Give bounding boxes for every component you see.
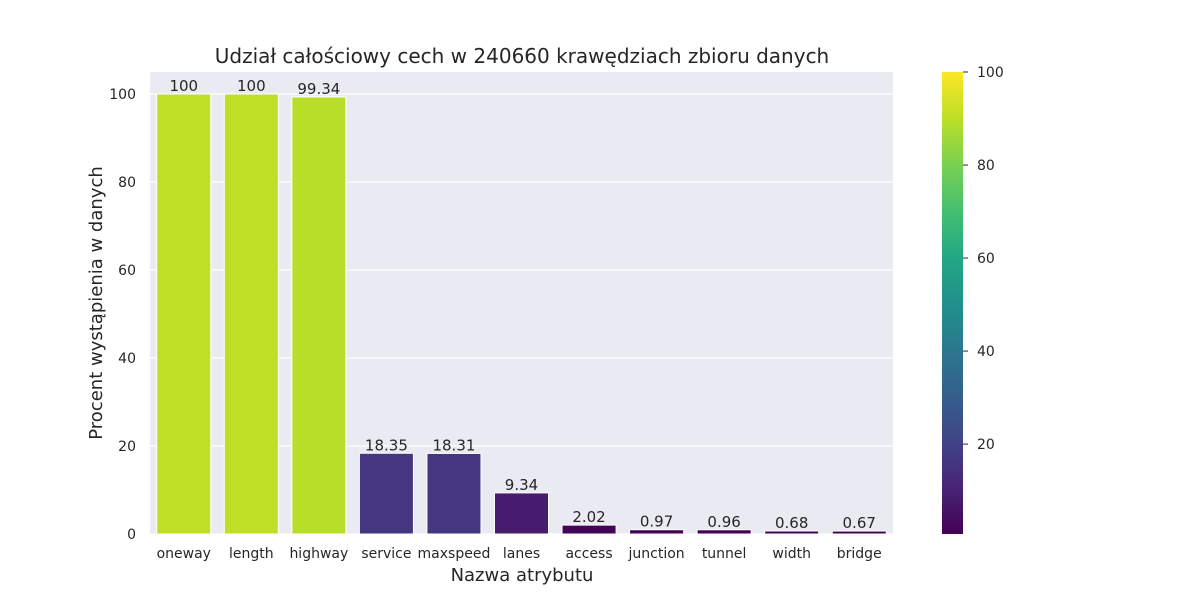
y-tick-label: 100 (109, 87, 136, 103)
colorbar-tick-label: 100 (977, 65, 1004, 81)
colorbar-tick-label: 20 (977, 437, 995, 453)
x-tick-label: maxspeed (418, 546, 491, 562)
y-tick-label: 20 (118, 439, 136, 455)
bar-value-label: 2.02 (572, 508, 605, 526)
y-tick-label: 60 (118, 263, 136, 279)
y-tick-labels: 0 20 40 60 80 100 (109, 87, 136, 543)
bar-value-label: 99.34 (297, 80, 340, 98)
bar-value-label: 0.67 (843, 514, 876, 532)
x-tick-label: bridge (837, 546, 882, 562)
y-tick-label: 0 (127, 527, 136, 543)
x-tick-label: width (772, 546, 811, 562)
colorbar (942, 72, 963, 534)
bar-value-label: 18.35 (365, 436, 408, 454)
bar-access (561, 524, 617, 535)
y-tick-label: 40 (118, 351, 136, 367)
bar-value-label: 0.68 (775, 514, 808, 532)
x-tick-label: service (361, 546, 411, 562)
bar-lanes (493, 492, 550, 535)
y-axis-title: Procent wystąpienia w danych (86, 166, 107, 439)
x-tick-label: junction (628, 546, 685, 562)
bar-tunnel (696, 529, 752, 535)
bar-bridge (831, 530, 887, 535)
colorbar-tick-label: 40 (977, 344, 995, 360)
x-tick-label: length (229, 546, 274, 562)
bar-junction (629, 529, 685, 535)
x-tick-label: lanes (503, 546, 540, 562)
bar-highway (291, 96, 347, 535)
bar-value-label: 0.96 (707, 513, 740, 531)
x-tick-labels: oneway length highway service maxspeed lanes a… (157, 546, 882, 562)
bar-value-labels: 100 100 99.34 18.35 18.31 9.34 2.02 0.97 0.96 0.6… (169, 77, 875, 532)
colorbar-tick-label: 80 (977, 158, 995, 174)
bar-service (358, 452, 414, 535)
bar-width (764, 530, 820, 535)
x-tick-label: oneway (157, 546, 211, 562)
bar-length (223, 93, 279, 535)
bar-value-label: 0.97 (640, 513, 673, 531)
x-axis-title: Nazwa atrybutu (451, 565, 594, 586)
y-tick-label: 80 (118, 175, 136, 191)
x-tick-label: highway (289, 546, 348, 562)
bar-value-label: 9.34 (505, 476, 538, 494)
bar-maxspeed (426, 452, 482, 535)
colorbar-ticks: 20 40 60 80 100 (963, 65, 1004, 453)
x-tick-label: access (565, 546, 612, 562)
bar-oneway (156, 93, 212, 535)
bar-value-label: 18.31 (432, 436, 475, 454)
x-tick-label: tunnel (702, 546, 747, 562)
bar-value-label: 100 (237, 77, 266, 95)
bars (156, 93, 887, 535)
colorbar-tick-label: 60 (977, 251, 995, 267)
chart-title: Udział całościowy cech w 240660 krawędzi… (215, 44, 830, 68)
bar-value-label: 100 (169, 77, 198, 95)
